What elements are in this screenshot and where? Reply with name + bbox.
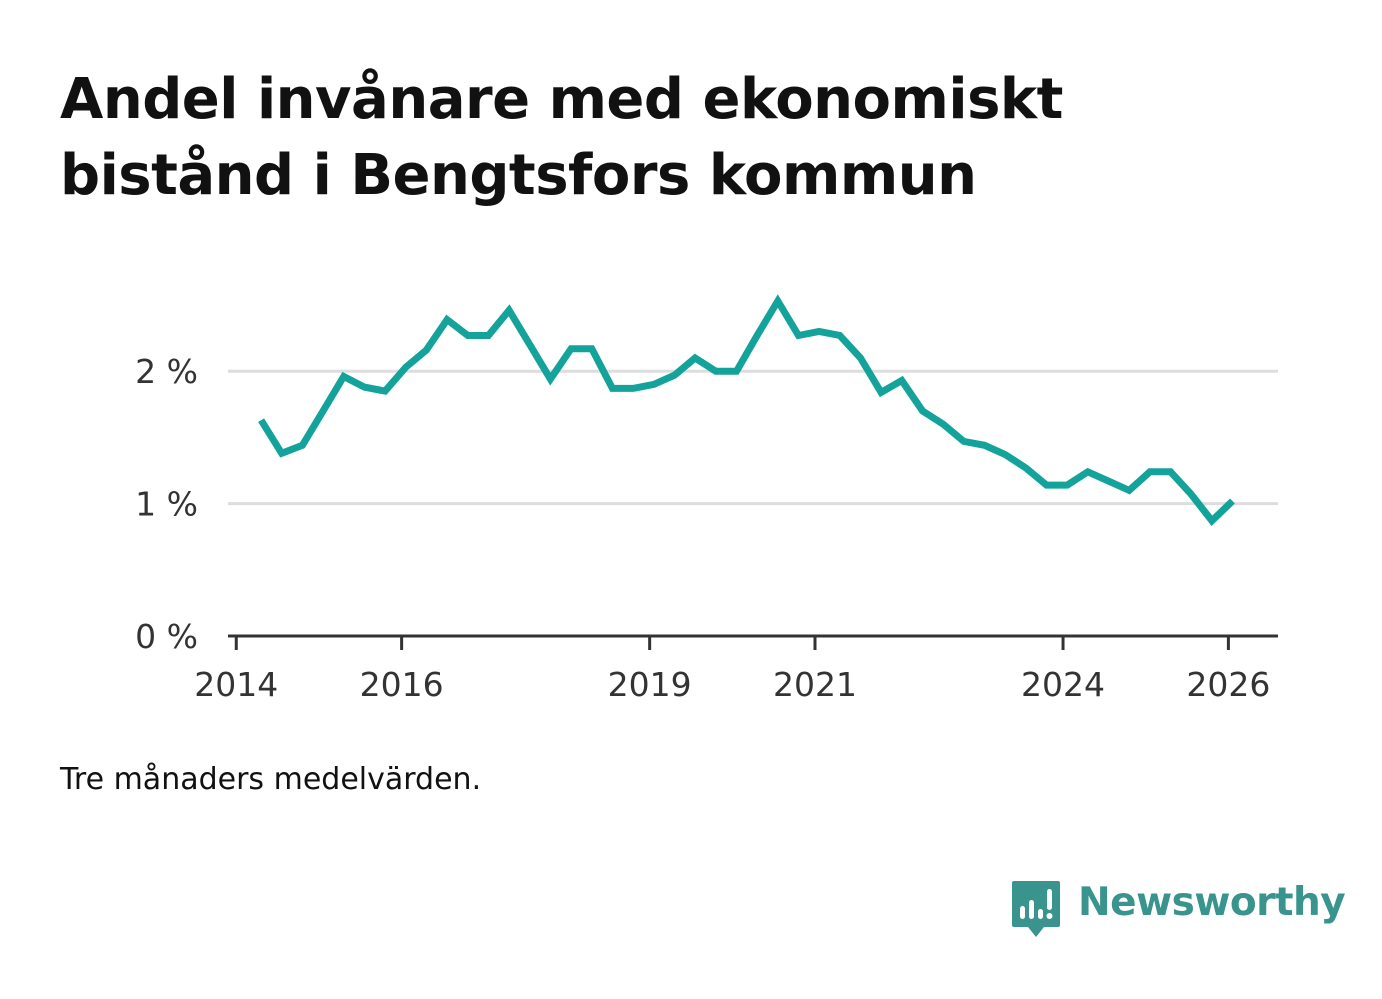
brand-name: Newsworthy [1078, 880, 1346, 925]
x-tick-label: 2026 [1186, 665, 1270, 704]
x-tick-label: 2019 [608, 665, 692, 704]
x-tick-label: 2014 [194, 665, 278, 704]
x-tick-label: 2016 [360, 665, 444, 704]
series-line [258, 294, 1235, 527]
newsworthy-logo[interactable]: Newsworthy [1010, 876, 1346, 940]
newsworthy-chart-icon [1012, 881, 1060, 937]
y-tick-label: 2 % [135, 352, 198, 391]
gridlines: 0 % 1 % 2 % [135, 352, 1278, 656]
y-tick-label: 1 % [135, 485, 198, 524]
series-layer [258, 294, 1235, 527]
x-tick-label: 2024 [1021, 665, 1105, 704]
chart-title: Andel invånare med ekonomiskt bistånd i … [60, 67, 1063, 208]
chart-note: Tre månaders medelvärden. [60, 762, 482, 797]
y-tick-label: 0 % [135, 617, 198, 656]
x-axis: 2014 2016 2019 2021 2024 2026 [194, 634, 1278, 704]
x-tick-label: 2021 [773, 665, 857, 704]
